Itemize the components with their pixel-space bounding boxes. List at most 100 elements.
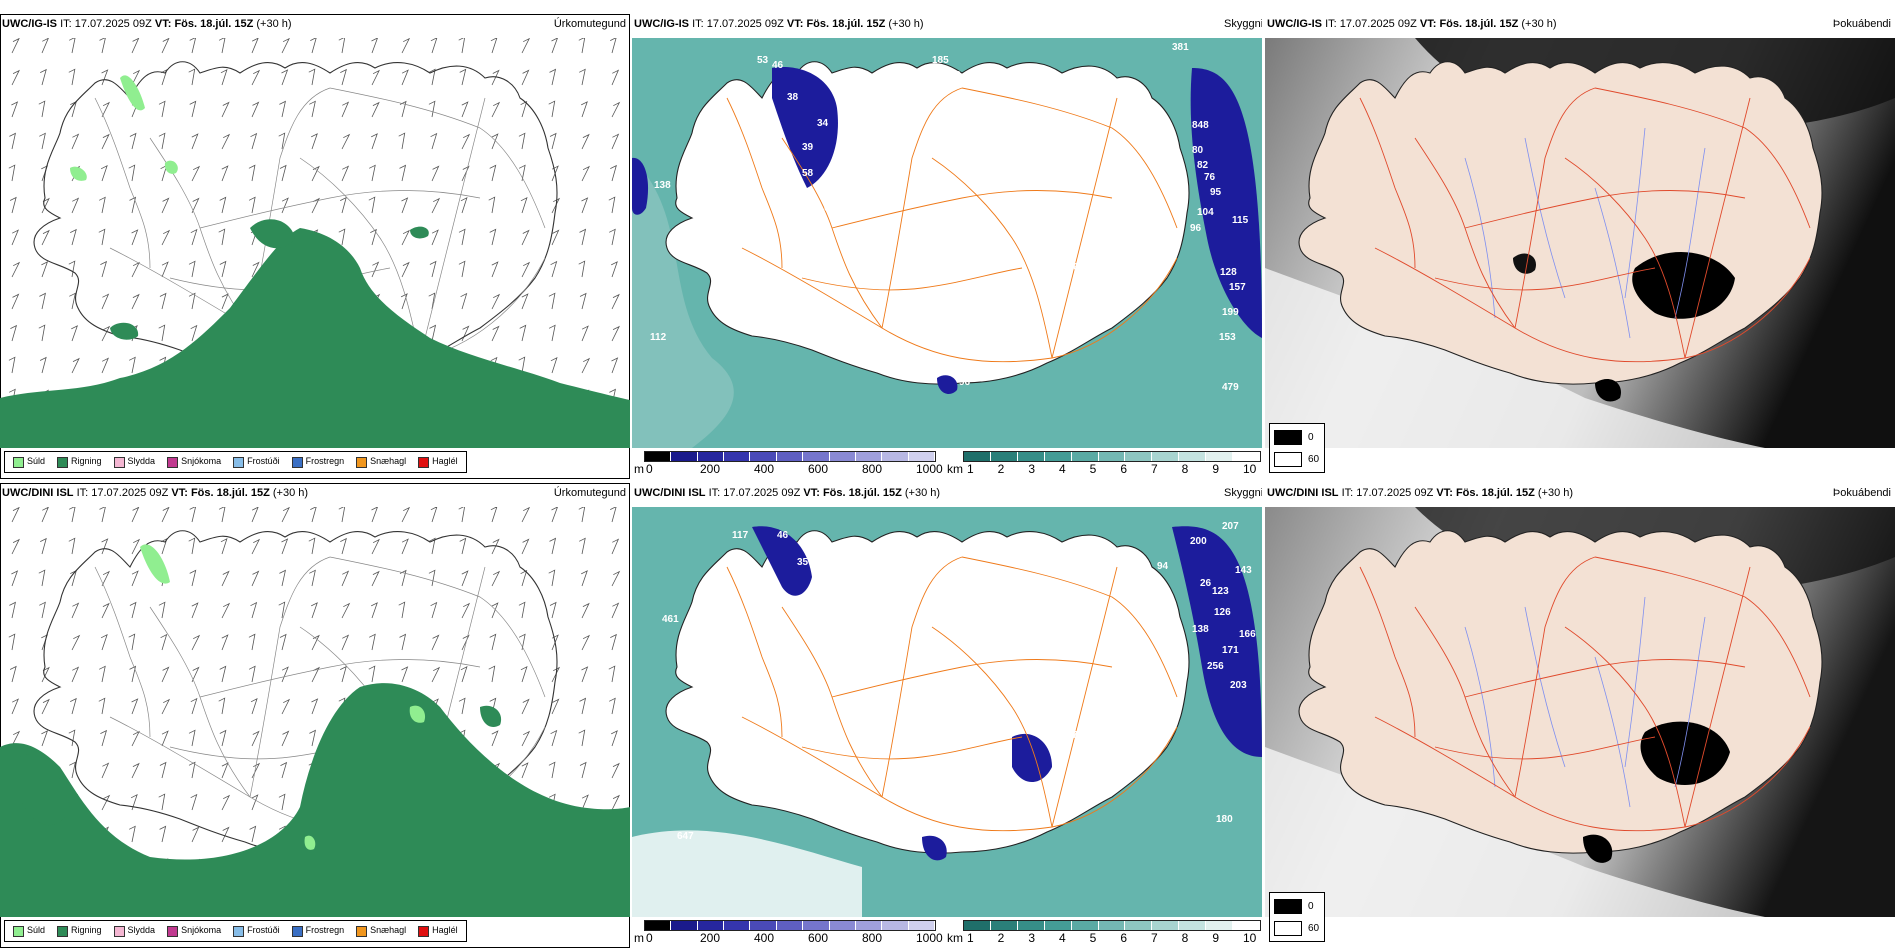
wind-barb bbox=[159, 292, 167, 310]
wind-barb bbox=[279, 633, 287, 651]
road-line bbox=[931, 626, 1053, 828]
wind-barb bbox=[371, 507, 378, 523]
low-cloud-area bbox=[922, 835, 947, 861]
wind-barb bbox=[131, 38, 140, 54]
wind-barb bbox=[279, 100, 286, 118]
wind-barb bbox=[188, 292, 196, 310]
wind-barb bbox=[131, 293, 140, 310]
cloud-height-label: 143 bbox=[1235, 565, 1252, 576]
roads bbox=[1359, 556, 1811, 832]
cloud-height-label: 82 bbox=[1197, 160, 1209, 171]
wind-barb bbox=[221, 293, 229, 310]
scale-swatch bbox=[882, 921, 909, 930]
wind-barb bbox=[548, 324, 556, 342]
scale-swatch bbox=[1044, 452, 1072, 461]
wind-barb bbox=[190, 697, 198, 715]
wind-barb bbox=[491, 69, 500, 86]
wind-barb bbox=[279, 164, 287, 182]
wind-barb bbox=[70, 697, 77, 715]
road-line bbox=[726, 566, 783, 738]
scale-tick: 7 bbox=[1151, 462, 1158, 476]
wind-barb bbox=[189, 569, 197, 587]
cloudbase-scale: m 0 200 400 600 800 1000 bbox=[634, 920, 943, 945]
wind-barb bbox=[11, 730, 21, 747]
fog-blob bbox=[1632, 251, 1735, 319]
scale-swatch bbox=[1017, 452, 1045, 461]
scale-swatch bbox=[1233, 921, 1260, 930]
legend-label: Súld bbox=[27, 456, 46, 467]
wind-barb bbox=[251, 69, 261, 86]
scale-swatch bbox=[776, 921, 804, 930]
wind-barb bbox=[41, 229, 50, 246]
wind-barb bbox=[608, 196, 616, 214]
wind-barb bbox=[428, 569, 436, 587]
panel-title: Úrkomutegund bbox=[553, 487, 626, 499]
wind-barb bbox=[491, 602, 499, 619]
cloud-height-label: 48 bbox=[832, 152, 844, 163]
wind-barb bbox=[191, 133, 199, 150]
cloud-height-label: 96 bbox=[959, 377, 971, 388]
low-cloud-area bbox=[632, 157, 649, 215]
scale-swatch bbox=[908, 921, 935, 930]
fog-blob bbox=[1595, 378, 1621, 402]
scale-swatch bbox=[724, 452, 751, 461]
wind-barb bbox=[520, 197, 528, 214]
wind-barb bbox=[581, 794, 589, 811]
scale-tick: 5 bbox=[1089, 931, 1097, 945]
wind-barb bbox=[41, 666, 50, 683]
low-cloud-area bbox=[772, 67, 838, 188]
scale-swatch bbox=[990, 452, 1018, 461]
wind-barb bbox=[250, 601, 258, 619]
fog-legend: 0 60 bbox=[1269, 892, 1325, 942]
wind-barb bbox=[69, 38, 76, 54]
wind-barb bbox=[128, 164, 136, 182]
wind-barb bbox=[489, 633, 497, 651]
scale-tick: 1 bbox=[967, 931, 974, 945]
wind-barb bbox=[101, 538, 109, 555]
wind-barb bbox=[581, 197, 589, 214]
rain-area bbox=[480, 705, 502, 727]
wind-barb bbox=[521, 730, 531, 747]
panel-header: UWC/DINI ISL IT: 17.07.2025 09Z VT: Fös.… bbox=[2, 487, 309, 499]
cloud-height-label: 166 bbox=[1239, 629, 1256, 640]
wind-barb bbox=[131, 261, 140, 278]
wind-barb bbox=[581, 165, 590, 182]
wind-barb bbox=[548, 292, 556, 310]
legend-label: Rigning bbox=[71, 925, 102, 936]
cloud-height-label: 157 bbox=[1229, 282, 1246, 293]
cloud-height-label: 60 bbox=[824, 203, 836, 214]
wind-barb bbox=[71, 357, 80, 374]
scale-tick: 200 bbox=[700, 462, 721, 476]
wind-barb bbox=[341, 165, 350, 182]
scale-swatch bbox=[855, 921, 883, 930]
wind-barb bbox=[71, 197, 80, 214]
panel-header: UWC/DINI ISL IT: 17.07.2025 09Z VT: Fös.… bbox=[1267, 487, 1574, 499]
wind-barb bbox=[518, 132, 526, 150]
wind-barb bbox=[11, 698, 19, 715]
wind-barb bbox=[68, 537, 76, 555]
wind-barb bbox=[68, 260, 76, 278]
cloud-height-label: 153 bbox=[1219, 332, 1236, 343]
wind-barb bbox=[219, 260, 227, 278]
low-cloud-area bbox=[937, 375, 958, 394]
wind-barb bbox=[161, 261, 169, 278]
wind-barb bbox=[551, 229, 560, 246]
cloud-height-label: 53 bbox=[757, 55, 769, 66]
road-line bbox=[961, 556, 1178, 698]
wind-barb bbox=[188, 537, 196, 555]
wind-barb bbox=[190, 793, 198, 811]
cloud-height-label: 46 bbox=[772, 60, 784, 71]
wind-barb bbox=[191, 666, 200, 683]
cloud-height-label: 57 bbox=[1082, 745, 1094, 756]
wind-barb bbox=[401, 197, 409, 214]
wind-barb bbox=[248, 196, 256, 214]
wind-barb bbox=[161, 730, 169, 747]
wind-barb bbox=[370, 228, 377, 246]
low-cloud-area bbox=[1190, 68, 1262, 338]
legend-swatch bbox=[13, 456, 24, 468]
scale-swatch bbox=[750, 452, 777, 461]
scale-swatch bbox=[671, 452, 698, 461]
scale-swatch bbox=[829, 452, 856, 461]
legend-label: Súld bbox=[27, 925, 46, 936]
scale-tick: 10 bbox=[1243, 462, 1257, 476]
